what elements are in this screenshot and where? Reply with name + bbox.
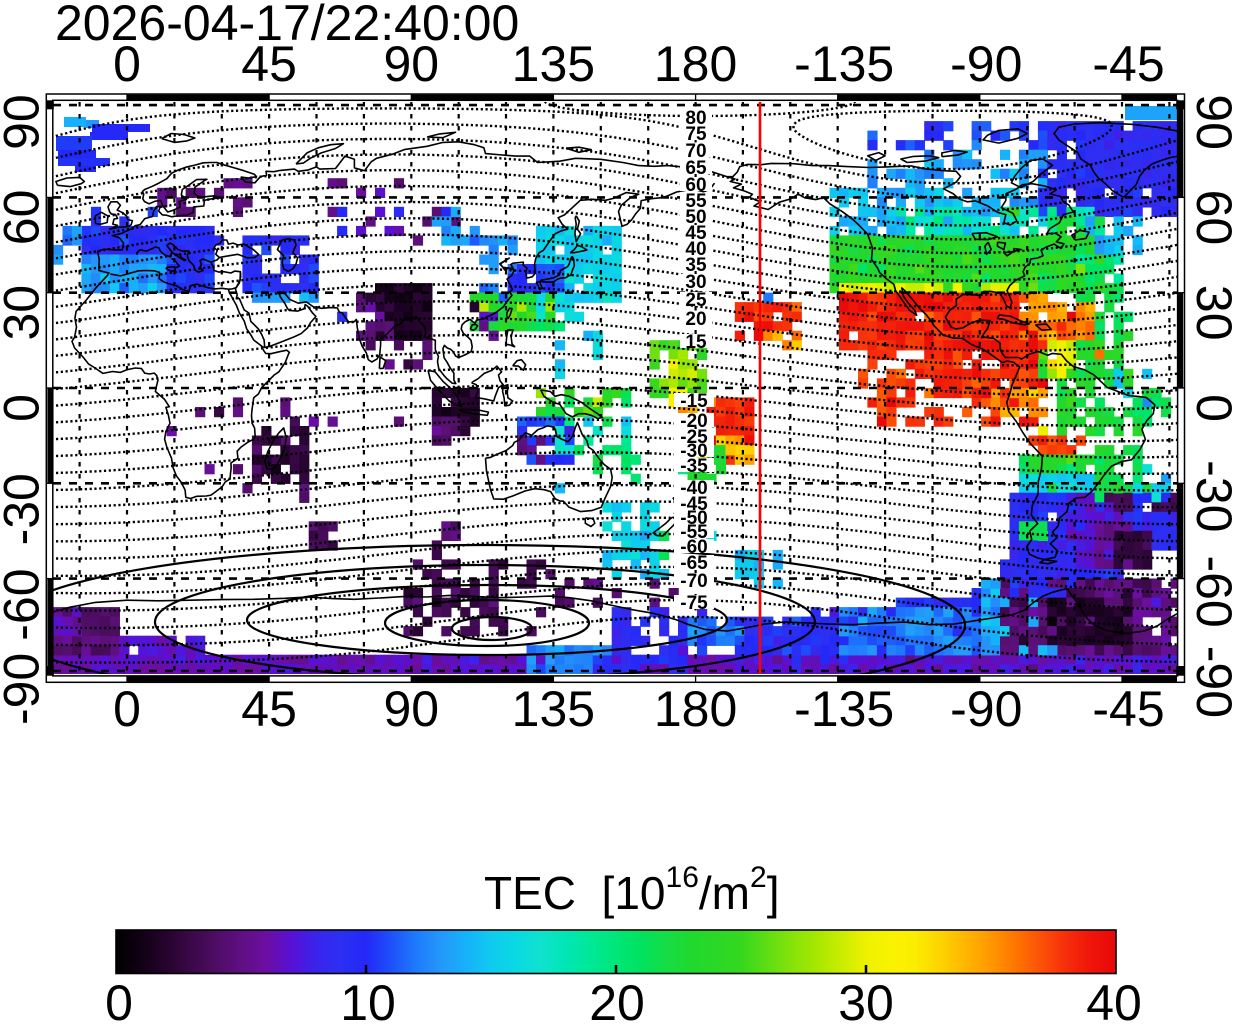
svg-text:40: 40	[685, 239, 706, 260]
svg-text:0: 0	[1186, 394, 1235, 422]
svg-text:0: 0	[0, 394, 50, 422]
svg-text:-90: -90	[1186, 646, 1235, 718]
svg-text:-30: -30	[680, 441, 707, 462]
svg-text:60: 60	[685, 175, 706, 196]
svg-text:-40: -40	[680, 478, 707, 499]
svg-text:50: 50	[685, 207, 706, 228]
svg-text:90: 90	[383, 681, 439, 737]
svg-text:-45: -45	[680, 494, 708, 515]
svg-text:30: 30	[1186, 285, 1235, 341]
svg-text:20: 20	[685, 309, 706, 330]
svg-text:-20: -20	[680, 411, 707, 432]
svg-text:55: 55	[685, 191, 707, 212]
svg-text:-60: -60	[1186, 555, 1235, 627]
svg-text:70: 70	[685, 141, 706, 162]
svg-text:45: 45	[241, 36, 297, 92]
svg-text:180: 180	[654, 36, 737, 92]
svg-text:30: 30	[838, 975, 894, 1021]
svg-text:-30: -30	[0, 473, 50, 545]
svg-text:-135: -135	[794, 681, 894, 737]
svg-text:-25: -25	[680, 427, 708, 448]
svg-text:2026-04-17/22:40:00: 2026-04-17/22:40:00	[55, 0, 519, 51]
svg-text:0: 0	[113, 681, 141, 737]
svg-text:25: 25	[685, 290, 707, 311]
svg-text:-70: -70	[680, 571, 707, 592]
svg-text:-90: -90	[0, 653, 50, 725]
svg-text:135: 135	[512, 36, 595, 92]
svg-text:75: 75	[685, 124, 707, 145]
svg-text:-75: -75	[680, 593, 708, 614]
svg-text:60: 60	[0, 190, 50, 246]
svg-text:-60: -60	[680, 537, 707, 558]
svg-text:-90: -90	[950, 681, 1022, 737]
svg-text:180: 180	[654, 681, 737, 737]
svg-text:-50: -50	[680, 508, 707, 529]
svg-text:-90: -90	[950, 36, 1022, 92]
svg-text:-135: -135	[794, 36, 894, 92]
svg-text:0: 0	[105, 975, 133, 1021]
svg-text:-15: -15	[680, 391, 708, 412]
svg-text:65: 65	[685, 158, 707, 179]
svg-text:80: 80	[685, 108, 706, 129]
svg-text:60: 60	[1186, 190, 1235, 246]
svg-text:10: 10	[340, 975, 396, 1021]
svg-text:20: 20	[589, 975, 645, 1021]
svg-text:-45: -45	[1092, 36, 1164, 92]
svg-text:-35: -35	[680, 456, 708, 477]
svg-text:-55: -55	[680, 522, 708, 543]
svg-text:90: 90	[0, 94, 50, 150]
svg-text:-65: -65	[680, 553, 708, 574]
svg-text:30: 30	[685, 272, 706, 293]
svg-text:-45: -45	[1092, 681, 1164, 737]
svg-text:45: 45	[685, 223, 707, 244]
svg-text:90: 90	[383, 36, 439, 92]
svg-text:-60: -60	[0, 568, 50, 640]
svg-text:135: 135	[512, 681, 595, 737]
svg-text:90: 90	[1186, 94, 1235, 150]
svg-text:35: 35	[685, 255, 707, 276]
svg-text:15: 15	[685, 332, 707, 353]
svg-text:-30: -30	[1186, 460, 1235, 532]
svg-text:40: 40	[1086, 975, 1142, 1021]
svg-text:30: 30	[0, 285, 50, 341]
svg-text:TEC [1016/m2]: TEC [1016/m2]	[484, 861, 779, 919]
svg-text:45: 45	[241, 681, 297, 737]
svg-text:0: 0	[113, 36, 141, 92]
